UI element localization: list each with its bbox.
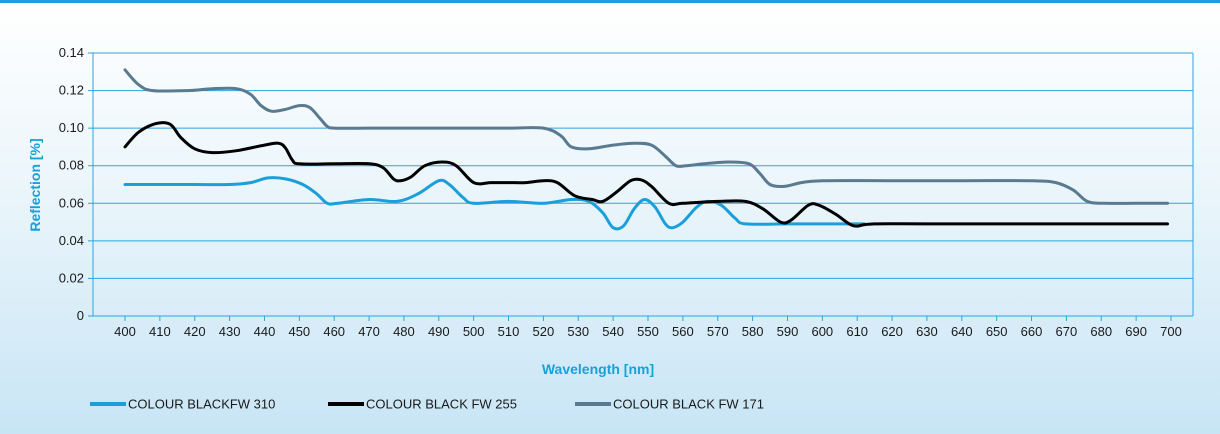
legend-label-colour-black-fw-171: COLOUR BLACK FW 171: [613, 397, 764, 412]
x-tick-label: 510: [498, 324, 520, 339]
y-tick-label: 0.04: [59, 233, 84, 248]
x-tick-label: 400: [114, 324, 136, 339]
x-tick-label: 610: [846, 324, 868, 339]
x-tick-label: 530: [567, 324, 589, 339]
x-tick-label: 580: [742, 324, 764, 339]
x-tick-label: 690: [1125, 324, 1147, 339]
legend: COLOUR BLACKFW 310 COLOUR BLACK FW 255 COL…: [90, 397, 764, 412]
x-tick-label: 550: [637, 324, 659, 339]
x-axis-title: Wavelength [nm]: [542, 361, 654, 377]
x-tick-label: 500: [463, 324, 485, 339]
y-axis-title: Reflection [%]: [27, 138, 43, 231]
x-tick-label: 650: [986, 324, 1008, 339]
x-tick-label: 520: [533, 324, 555, 339]
x-tick-label: 540: [602, 324, 624, 339]
legend-label-colour-black-fw-255: COLOUR BLACK FW 255: [366, 397, 517, 412]
x-tick-label: 430: [219, 324, 241, 339]
top-accent-bar: [0, 0, 1220, 3]
x-tick-label: 420: [184, 324, 206, 339]
x-tick-label: 450: [288, 324, 310, 339]
y-axis: 0 0.02 0.04 0.06 0.08 0.10 0.12 0.14: [59, 45, 93, 323]
y-tick-label: 0: [77, 308, 84, 323]
x-tick-label: 680: [1090, 324, 1112, 339]
y-tick-label: 0.02: [59, 270, 84, 285]
x-tick-label: 440: [254, 324, 276, 339]
series-lines: [123, 68, 1169, 231]
x-tick-label: 620: [881, 324, 903, 339]
x-tick-label: 470: [358, 324, 380, 339]
x-tick-label: 490: [428, 324, 450, 339]
y-tick-label: 0.08: [59, 158, 84, 173]
y-tick-label: 0.12: [59, 83, 84, 98]
x-tick-label: 640: [951, 324, 973, 339]
x-tick-label: 700: [1160, 324, 1182, 339]
y-tick-label: 0.14: [59, 45, 84, 60]
y-tick-label: 0.10: [59, 120, 84, 135]
x-tick-label: 560: [672, 324, 694, 339]
grid-lines: [92, 52, 1194, 317]
x-tick-label: 590: [777, 324, 799, 339]
x-tick-label: 460: [323, 324, 345, 339]
x-tick-label: 480: [393, 324, 415, 339]
x-tick-label: 570: [707, 324, 729, 339]
x-tick-label: 630: [916, 324, 938, 339]
x-axis: 400 410 420 430 440 450 460 470 480 490 500 510 520 5…: [114, 316, 1182, 339]
x-tick-label: 600: [811, 324, 833, 339]
legend-label-colour-blackfw-310: COLOUR BLACKFW 310: [128, 397, 275, 412]
series-line-colour-black-fw-255: [123, 121, 1169, 228]
x-tick-label: 670: [1056, 324, 1078, 339]
series-line-colour-black-fw-171: [123, 68, 1169, 205]
y-tick-label: 0.06: [59, 195, 84, 210]
x-tick-label: 410: [149, 324, 171, 339]
x-tick-label: 660: [1021, 324, 1043, 339]
